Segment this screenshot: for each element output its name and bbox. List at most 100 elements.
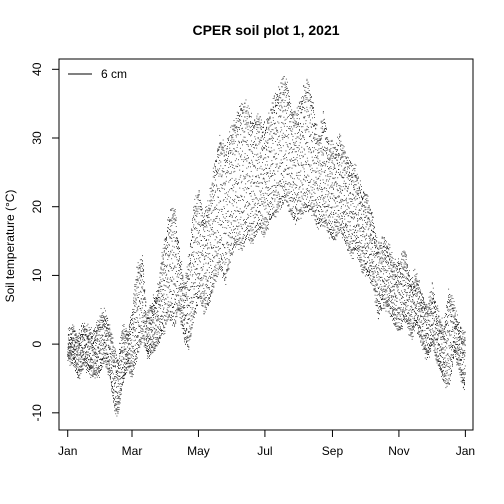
data-point-861 bbox=[106, 344, 108, 346]
data-point-616 bbox=[95, 335, 97, 337]
data-point-4625 bbox=[277, 99, 279, 101]
data-point-3170 bbox=[211, 289, 213, 291]
data-point-178 bbox=[75, 349, 77, 351]
data-point-4854 bbox=[287, 191, 289, 193]
data-point-52 bbox=[69, 357, 71, 358]
data-point-3889 bbox=[243, 231, 245, 232]
data-point-2793 bbox=[194, 258, 195, 260]
data-point-2891 bbox=[198, 221, 200, 223]
data-point-3285 bbox=[216, 217, 218, 219]
data-point-2059 bbox=[160, 285, 162, 287]
data-point-1269 bbox=[124, 353, 126, 355]
data-point-2970 bbox=[202, 220, 203, 222]
data-point-1596 bbox=[139, 275, 141, 277]
data-point-1728 bbox=[145, 339, 147, 341]
data-point-2088 bbox=[162, 323, 163, 325]
data-point-803 bbox=[103, 325, 105, 326]
data-point-4238 bbox=[259, 122, 261, 124]
data-point-3740 bbox=[237, 166, 238, 167]
data-point-4989 bbox=[293, 162, 295, 164]
data-point-3702 bbox=[235, 220, 237, 222]
data-point-1689 bbox=[143, 315, 145, 317]
data-point-4105 bbox=[253, 232, 255, 234]
data-point-242 bbox=[78, 376, 80, 378]
data-point-1056 bbox=[115, 401, 117, 402]
data-point-2693 bbox=[189, 335, 191, 337]
data-point-3219 bbox=[213, 286, 215, 288]
data-point-3920 bbox=[245, 183, 247, 185]
data-point-181 bbox=[75, 342, 77, 344]
data-point-87 bbox=[71, 339, 73, 341]
data-point-4693 bbox=[280, 97, 282, 99]
data-point-4564 bbox=[274, 211, 276, 213]
data-point-2008 bbox=[158, 287, 160, 289]
data-point-1371 bbox=[129, 373, 131, 375]
data-point-2127 bbox=[163, 251, 165, 253]
data-point-622 bbox=[95, 354, 97, 355]
data-point-4306 bbox=[262, 173, 264, 175]
data-point-3169 bbox=[211, 292, 212, 293]
data-point-3933 bbox=[245, 174, 247, 176]
data-point-2170 bbox=[165, 265, 167, 267]
data-point-3283 bbox=[216, 185, 218, 187]
data-point-285 bbox=[80, 354, 82, 356]
data-point-1455 bbox=[133, 293, 135, 295]
data-point-1439 bbox=[132, 358, 134, 359]
data-point-3902 bbox=[244, 103, 246, 105]
data-point-263 bbox=[79, 366, 81, 367]
data-point-4859 bbox=[287, 116, 289, 117]
data-point-2430 bbox=[177, 304, 179, 306]
data-point-3759 bbox=[237, 113, 239, 115]
data-point-906 bbox=[108, 339, 110, 341]
data-point-3524 bbox=[227, 194, 229, 196]
data-point-4124 bbox=[254, 165, 256, 167]
data-point-255 bbox=[78, 336, 80, 338]
data-point-1052 bbox=[115, 376, 116, 377]
data-point-606 bbox=[94, 373, 96, 375]
data-point-2771 bbox=[193, 242, 194, 244]
data-point-3660 bbox=[233, 139, 235, 141]
data-point-3018 bbox=[204, 230, 206, 232]
data-point-3309 bbox=[217, 208, 219, 210]
data-point-401 bbox=[85, 329, 87, 330]
data-point-1203 bbox=[121, 384, 123, 386]
data-point-4548 bbox=[273, 111, 275, 113]
data-point-549 bbox=[92, 347, 94, 349]
data-point-4474 bbox=[270, 151, 272, 153]
data-point-2139 bbox=[164, 333, 166, 334]
data-point-296 bbox=[80, 356, 82, 358]
data-point-2615 bbox=[186, 328, 187, 329]
data-point-1523 bbox=[136, 293, 138, 295]
data-point-4329 bbox=[263, 178, 265, 180]
data-point-1847 bbox=[151, 339, 152, 340]
data-point-4732 bbox=[282, 203, 283, 205]
data-point-3705 bbox=[235, 178, 237, 180]
data-point-1539 bbox=[137, 357, 138, 359]
data-point-3819 bbox=[240, 247, 242, 249]
data-point-2408 bbox=[176, 281, 178, 282]
data-point-763 bbox=[101, 326, 103, 328]
data-point-4450 bbox=[269, 151, 271, 153]
data-point-4956 bbox=[292, 128, 294, 130]
data-point-1641 bbox=[141, 301, 143, 303]
data-point-444 bbox=[87, 337, 89, 339]
data-point-4689 bbox=[280, 145, 281, 147]
data-point-4348 bbox=[264, 233, 266, 235]
data-point-2534 bbox=[182, 277, 184, 279]
data-point-173 bbox=[75, 369, 76, 371]
data-point-1158 bbox=[119, 387, 121, 389]
data-point-651 bbox=[96, 376, 98, 378]
data-point-4903 bbox=[289, 183, 291, 185]
data-point-4436 bbox=[268, 150, 270, 152]
data-point-2289 bbox=[171, 267, 173, 269]
data-point-3601 bbox=[230, 244, 232, 246]
data-point-3138 bbox=[209, 208, 211, 209]
data-point-4533 bbox=[273, 156, 274, 158]
data-point-3729 bbox=[236, 183, 238, 184]
data-point-2650 bbox=[187, 296, 189, 297]
data-point-1729 bbox=[145, 345, 147, 346]
data-point-3921 bbox=[245, 176, 247, 178]
data-point-488 bbox=[89, 359, 91, 361]
data-point-3476 bbox=[225, 197, 226, 198]
data-point-4843 bbox=[287, 117, 288, 119]
